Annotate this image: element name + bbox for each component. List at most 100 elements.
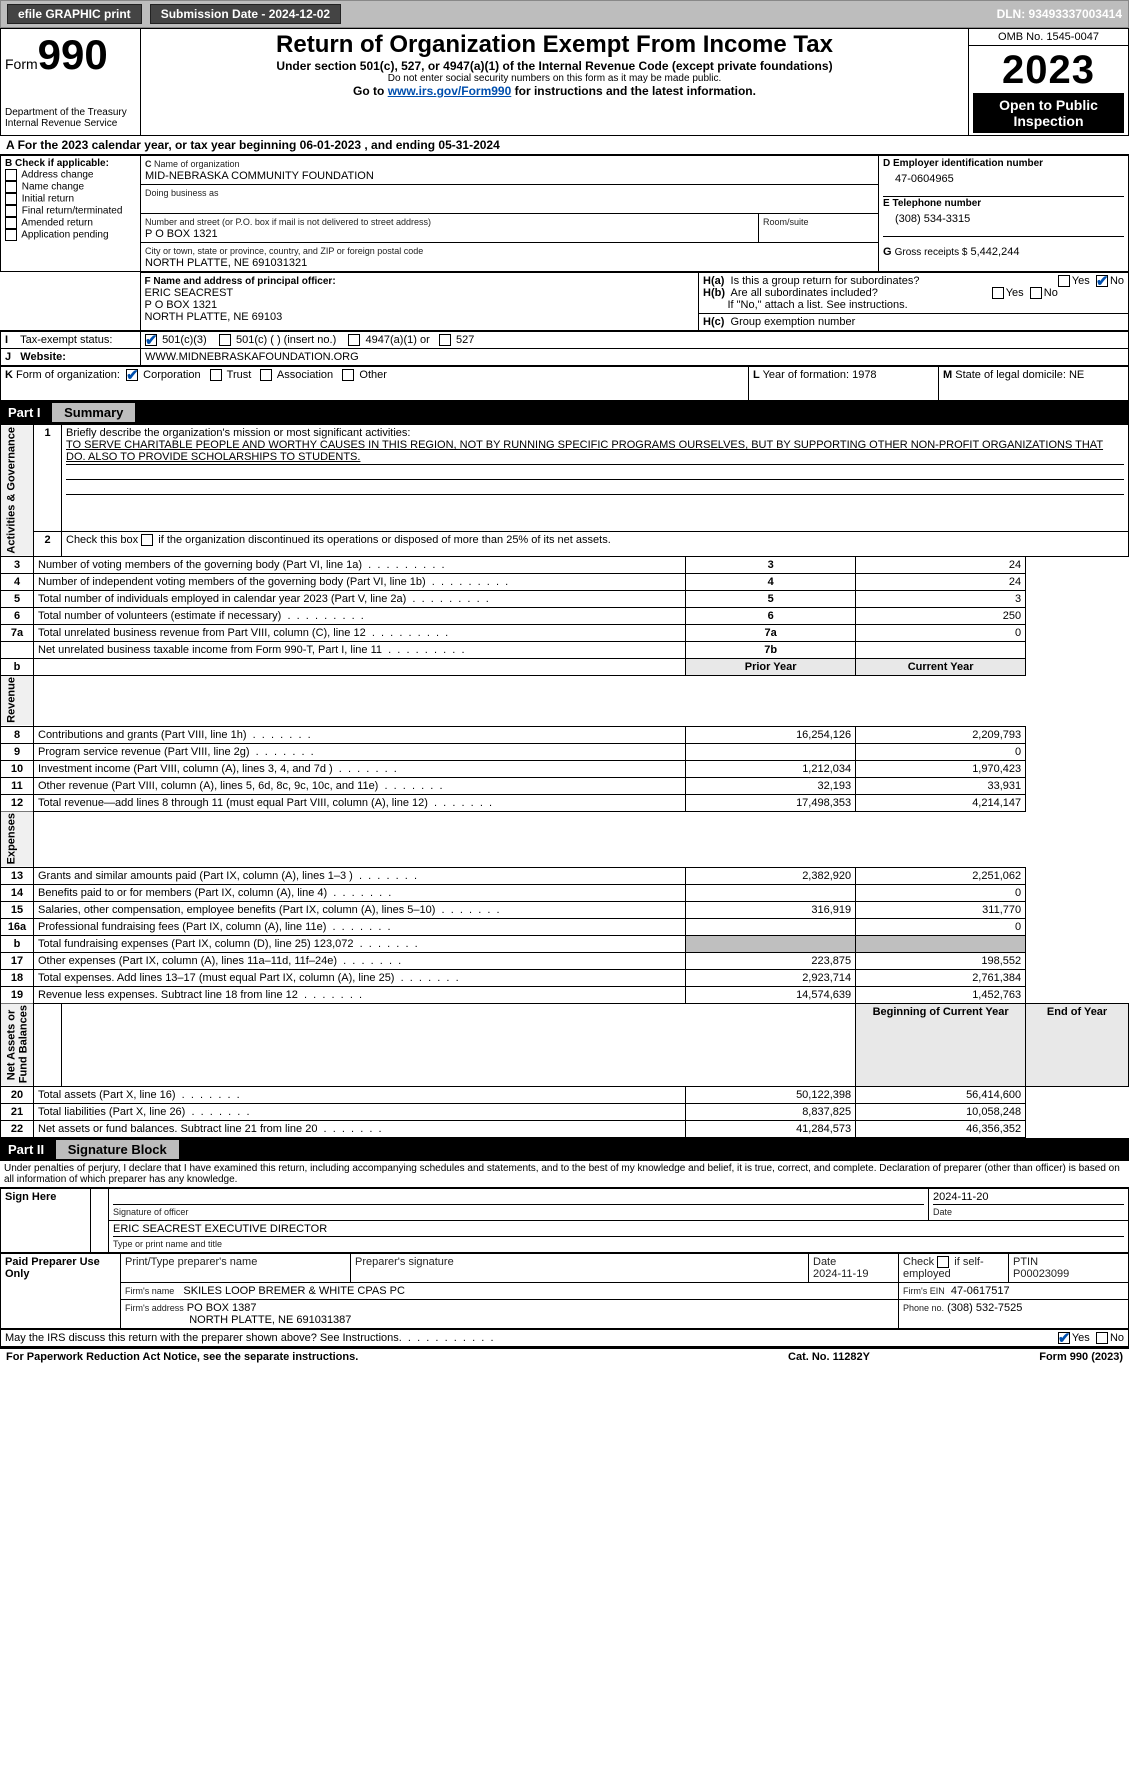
ein-value: 47-0604965 [883,169,1124,195]
hb-yes-checkbox[interactable] [992,287,1004,299]
col-prior-year: Prior Year [686,658,856,675]
b-opt-checkbox[interactable] [5,169,17,181]
b-opt-checkbox[interactable] [5,229,17,241]
city-value: NORTH PLATTE, NE 691031321 [145,257,307,269]
mission-text: TO SERVE CHARITABLE PEOPLE AND WORTHY CA… [66,439,1103,463]
firm-ein-label: Firm's EIN [903,1286,945,1296]
i-label: Tax-exempt status: [20,334,112,346]
dln-label: DLN: 93493337003414 [997,7,1122,21]
perjury-declaration: Under penalties of perjury, I declare th… [0,1161,1129,1188]
hb-label: Are all subordinates included? [731,287,878,299]
b-opt-checkbox[interactable] [5,193,17,205]
officer-group-block: F Name and address of principal officer:… [0,272,1129,331]
b-opt-checkbox[interactable] [5,205,17,217]
footer-right: Form 990 (2023) [1039,1351,1123,1363]
omb-number: OMB No. 1545-0047 [969,29,1129,46]
line2-checkbox[interactable] [141,534,153,546]
phone-value: (308) 534-3315 [883,209,1124,235]
b-opt-checkbox[interactable] [5,181,17,193]
firm-addr2: NORTH PLATTE, NE 691031387 [189,1314,351,1326]
f-label: Name and address of principal officer: [153,276,335,287]
dba-label: Doing business as [145,188,219,198]
sign-here-block: Sign Here Signature of officer 2024-11-2… [0,1188,1129,1253]
gross-receipts: 5,442,244 [971,246,1020,258]
k-label: Form of organization: [16,369,120,381]
ha-yes-checkbox[interactable] [1058,275,1070,287]
ptin-value: P00023099 [1013,1268,1069,1280]
open-to-public: Open to Public Inspection [973,93,1124,133]
b-opt-checkbox[interactable] [5,217,17,229]
line-a: A For the 2023 calendar year, or tax yea… [0,136,1129,155]
self-employed-checkbox[interactable] [937,1256,949,1268]
subtitle-2: Do not enter social security numbers on … [145,73,964,84]
discuss-yes-checkbox[interactable] [1058,1332,1070,1344]
self-employed-cell: Check if self-employed [899,1254,1009,1283]
4947-checkbox[interactable] [348,334,360,346]
firm-addr1: PO BOX 1387 [187,1302,257,1314]
firm-ein: 47-0617517 [951,1285,1010,1297]
d-label: Employer identification number [893,158,1043,169]
form-num-big: 990 [38,31,108,78]
hc-label: Group exemption number [731,316,856,328]
firm-name-label: Firm's name [125,1286,174,1296]
part1-table: Activities & Governance 1 Briefly descri… [0,424,1129,1138]
footer-center: Cat. No. 11282Y [729,1348,929,1365]
c-name-label: Name of organization [154,159,240,169]
irs-link[interactable]: www.irs.gov/Form990 [388,84,512,98]
ptin-label: PTIN [1013,1256,1038,1268]
col-current-year: Current Year [856,658,1026,675]
k-opt-checkbox[interactable] [210,369,222,381]
dept-irs: Internal Revenue Service [5,118,136,129]
toolbar: efile GRAPHIC print Submission Date - 20… [0,0,1129,28]
type-print-label: Type or print name and title [113,1239,222,1249]
form-title: Return of Organization Exempt From Incom… [145,31,964,59]
subtitle-1: Under section 501(c), 527, or 4947(a)(1)… [145,59,964,73]
discuss-no-checkbox[interactable] [1096,1332,1108,1344]
ha-label: Is this a group return for subordinates? [731,275,920,287]
street-label: Number and street (or P.O. box if mail i… [145,217,431,227]
status-website-block: I Tax-exempt status: 501(c)(3) 501(c) ( … [0,331,1129,366]
firm-phone-label: Phone no. [903,1303,944,1313]
officer-addr1: P O BOX 1321 [145,299,218,311]
part2-header: Part II Signature Block [0,1138,1129,1161]
preparer-name-label: Print/Type preparer's name [121,1254,351,1283]
sig-date-label: Date [933,1207,952,1217]
paid-preparer-block: Paid Preparer Use Only Print/Type prepar… [0,1253,1129,1329]
firm-addr-label: Firm's address [125,1303,184,1313]
ha-no-checkbox[interactable] [1096,275,1108,287]
org-name: MID-NEBRASKA COMMUNITY FOUNDATION [145,170,374,182]
officer-name: ERIC SEACREST [145,287,234,299]
preparer-date: 2024-11-19 [813,1268,868,1280]
hb-no-checkbox[interactable] [1030,287,1042,299]
firm-name: SKILES LOOP BREMER & WHITE CPAS PC [183,1285,404,1297]
527-checkbox[interactable] [439,334,451,346]
preparer-sig-label: Preparer's signature [351,1254,809,1283]
officer-name-title: ERIC SEACREST EXECUTIVE DIRECTOR [113,1223,327,1235]
form-word: Form [5,56,38,72]
paid-preparer-label: Paid Preparer Use Only [1,1254,121,1329]
501c3-checkbox[interactable] [145,334,157,346]
l-label: Year of formation: [763,369,849,381]
form-number: Form990 [5,31,136,79]
part1-header: Part I Summary [0,401,1129,424]
501c-checkbox[interactable] [219,334,231,346]
line1-label: Briefly describe the organization's miss… [66,427,410,439]
tab-net-assets: Net Assets or Fund Balances [1,1003,34,1086]
m-label: State of legal domicile: [955,369,1066,381]
year-formation: 1978 [852,369,876,381]
efile-print-button[interactable]: efile GRAPHIC print [7,4,142,24]
k-opt-checkbox[interactable] [260,369,272,381]
klm-block: K Form of organization: Corporation Trus… [0,366,1129,401]
k-opt-checkbox[interactable] [342,369,354,381]
state-domicile: NE [1069,369,1084,381]
officer-addr2: NORTH PLATTE, NE 69103 [145,311,283,323]
submission-date-button[interactable]: Submission Date - 2024-12-02 [150,4,341,24]
identification-block: B Check if applicable: Address change Na… [0,155,1129,272]
tab-revenue: Revenue [1,675,34,726]
sig-date: 2024-11-20 [933,1191,988,1203]
k-opt-checkbox[interactable] [126,369,138,381]
tax-year: 2023 [973,48,1124,93]
sig-officer-label: Signature of officer [113,1207,188,1217]
page-footer: For Paperwork Reduction Act Notice, see … [0,1347,1129,1365]
tab-activities: Activities & Governance [1,425,34,557]
